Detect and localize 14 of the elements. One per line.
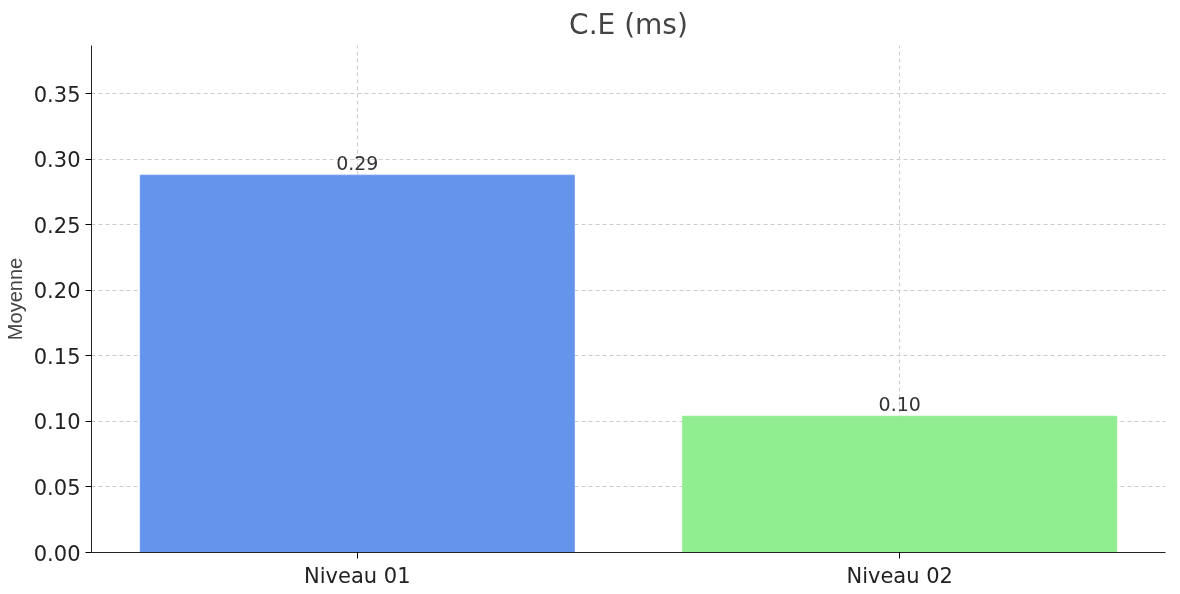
y-axis-title: Moyenne	[3, 257, 26, 341]
y-tick-label: 0.15	[33, 344, 81, 369]
y-tick-label: 0.00	[33, 541, 81, 566]
data-label: 0.29	[336, 152, 379, 175]
x-tick-label: Niveau 01	[304, 563, 411, 588]
y-tick-label: 0.25	[33, 213, 81, 238]
chart-title: C.E (ms)	[569, 7, 688, 41]
data-label: 0.10	[878, 393, 921, 416]
y-tick-label: 0.20	[33, 279, 81, 304]
y-tick-label: 0.30	[33, 148, 81, 173]
x-tick-label: Niveau 02	[846, 563, 953, 588]
y-tick-label: 0.10	[33, 410, 81, 435]
y-tick-label: 0.35	[33, 82, 81, 107]
y-tick-label: 0.05	[33, 476, 81, 500]
